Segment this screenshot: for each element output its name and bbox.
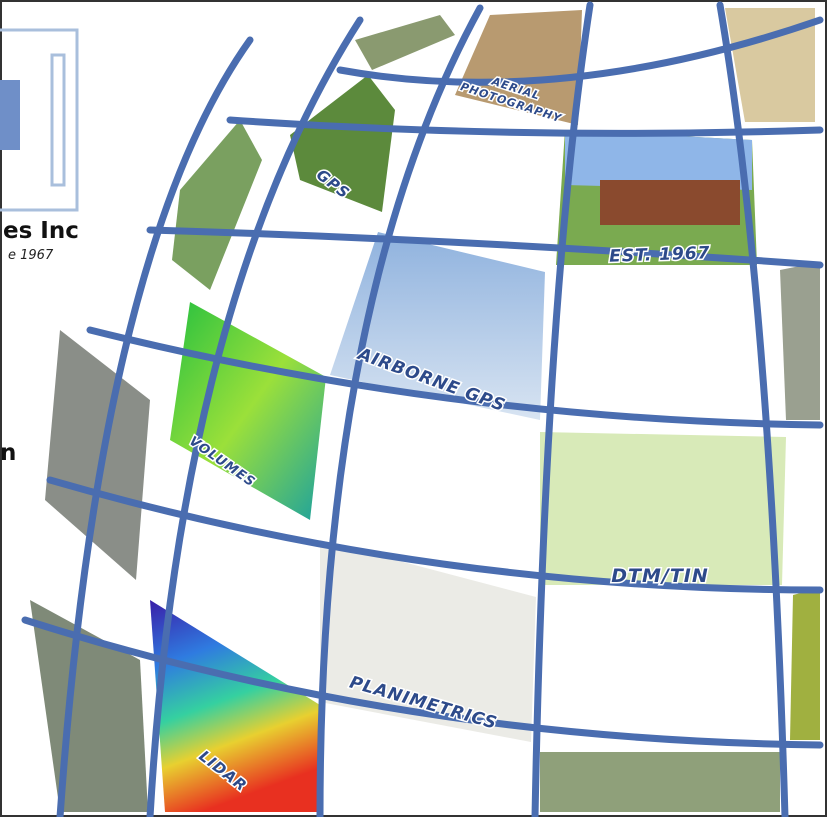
text-fragment: n [0, 440, 16, 466]
tile-label: EST. 1967 [609, 243, 711, 267]
logo: es Inc e 1967 n [0, 28, 79, 466]
company-name: es Inc [3, 218, 79, 244]
tagline: e 1967 [8, 248, 54, 263]
tile-label: DTM/TIN [611, 565, 709, 587]
tiles [30, 8, 820, 812]
globe-grid [21, 1, 824, 817]
